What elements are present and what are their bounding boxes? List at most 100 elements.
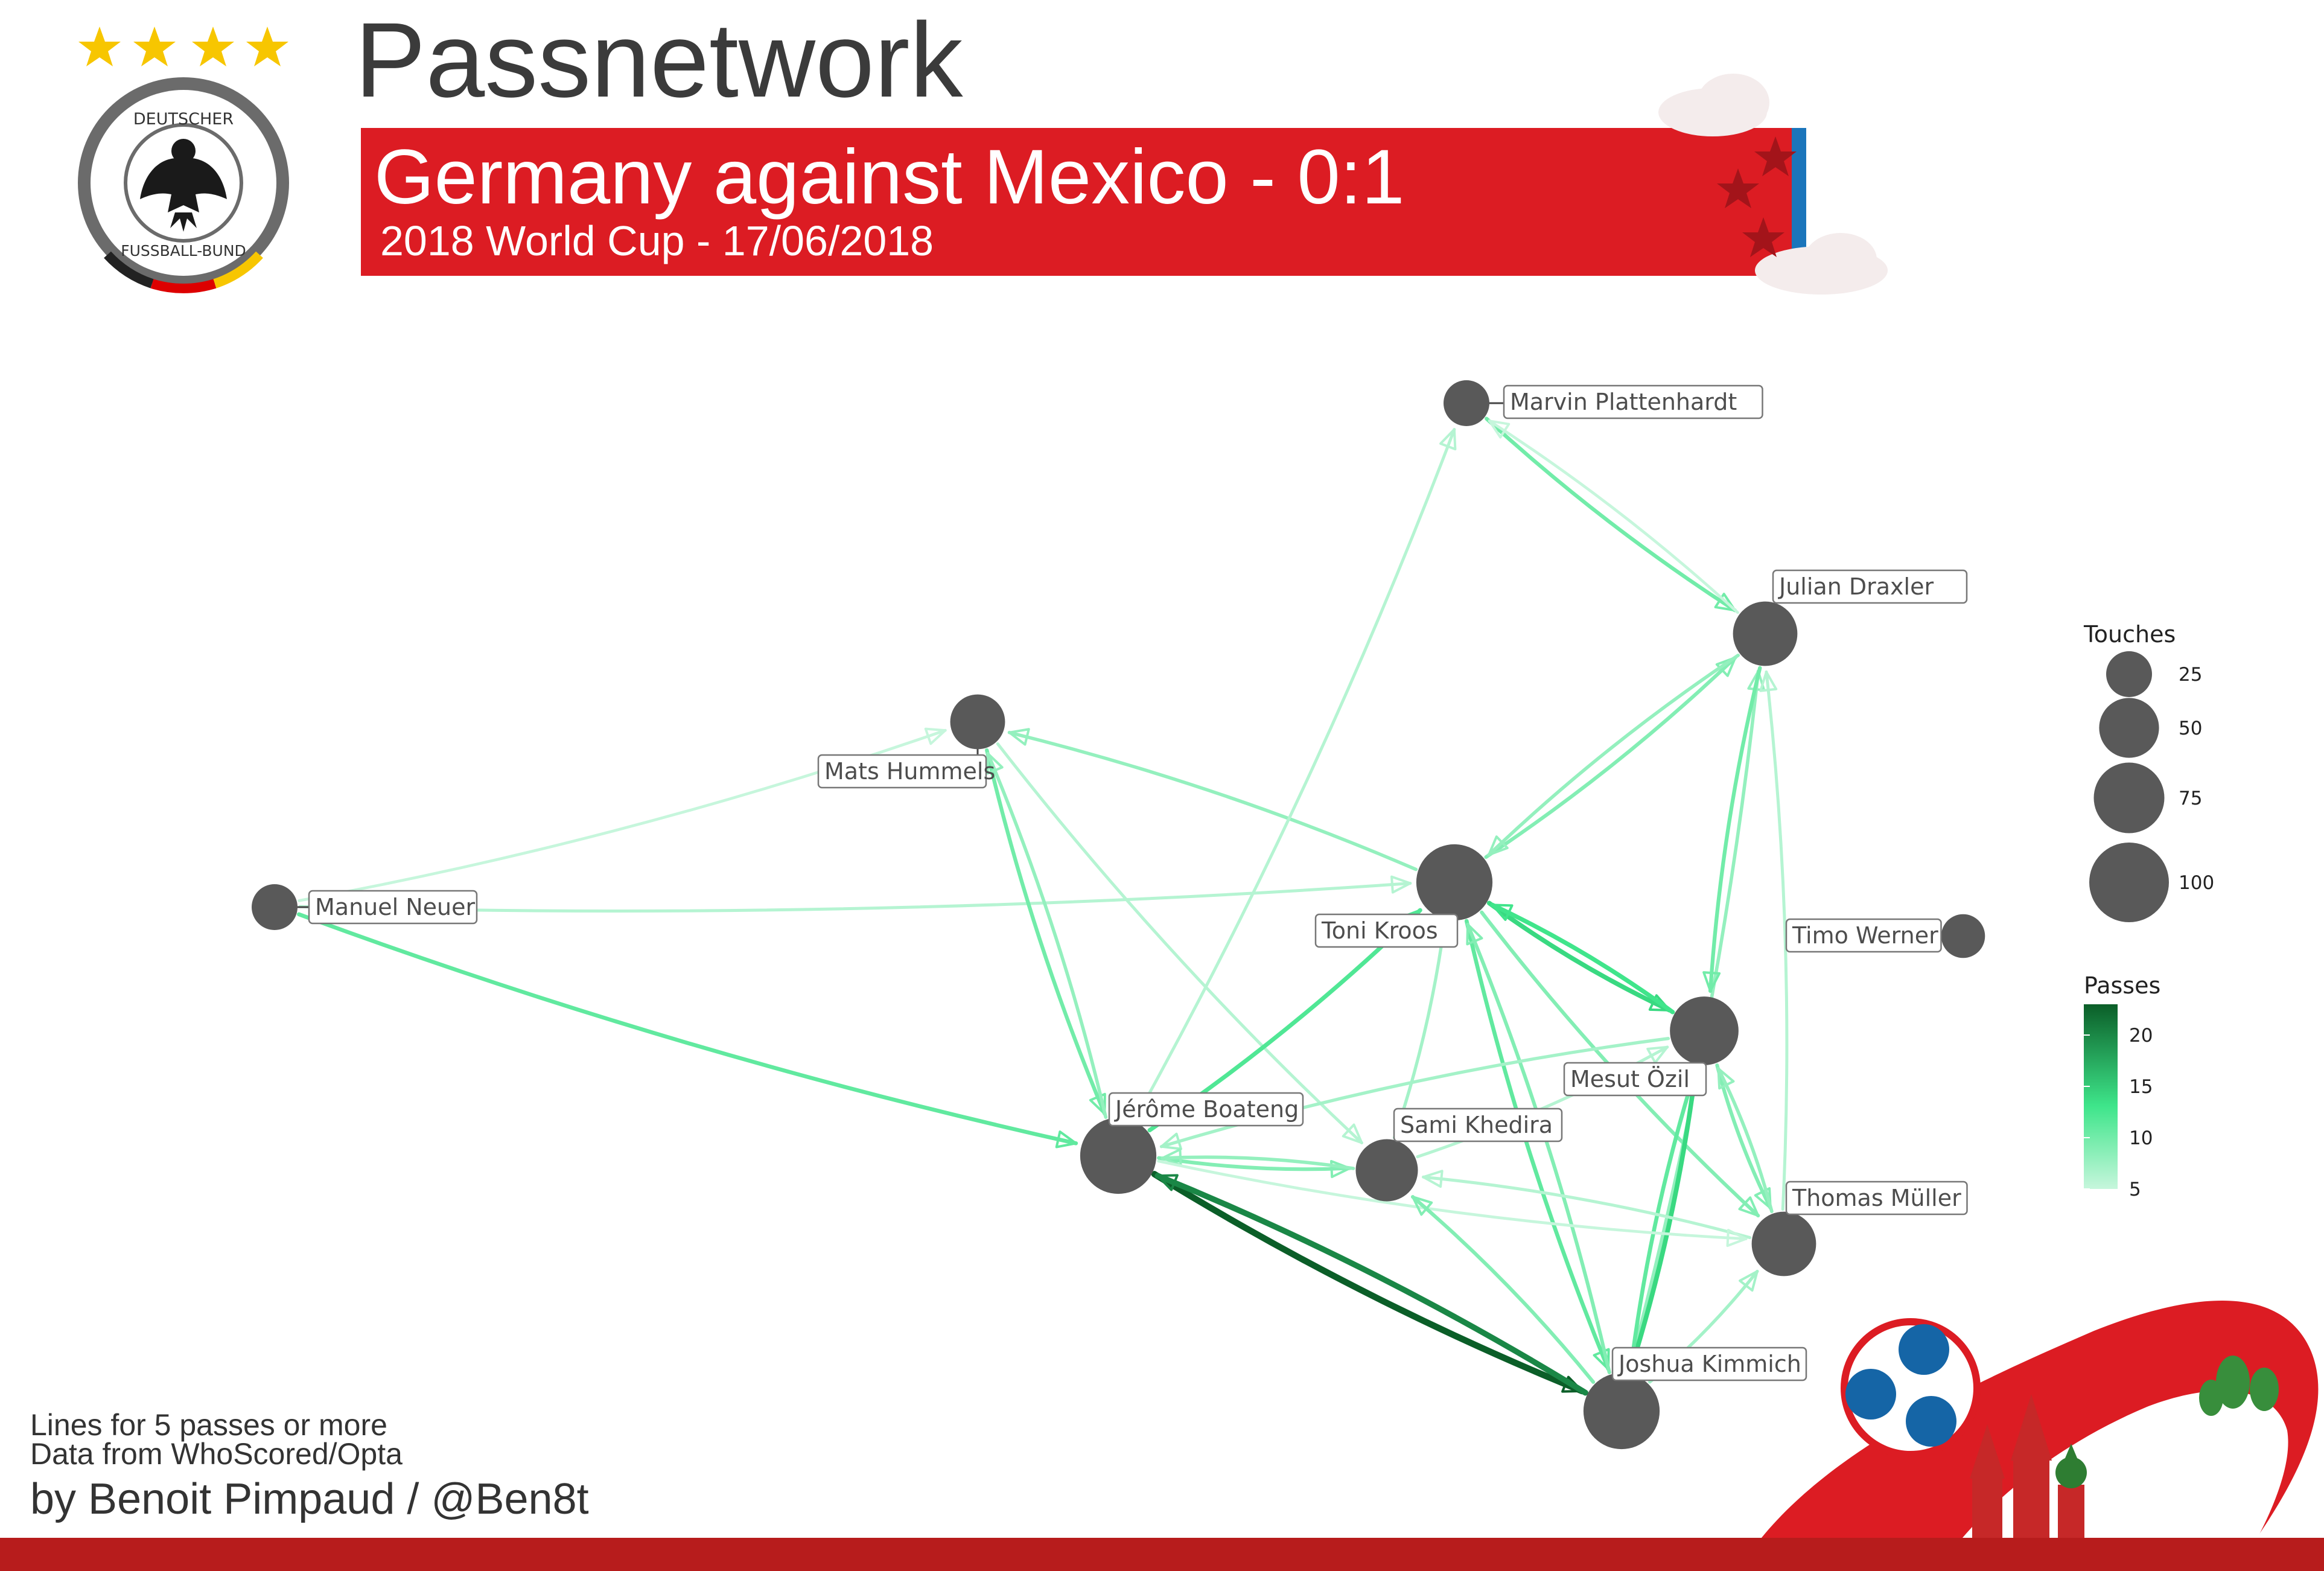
player-node-khedira: Sami Khedira (1355, 1107, 1563, 1202)
arrowhead-icon (1754, 1187, 1772, 1209)
player-label: Julian Draxler (1778, 573, 1934, 600)
arrowhead-icon (1715, 656, 1737, 677)
arrowhead-icon (1726, 1229, 1748, 1248)
player-marker (1583, 1372, 1660, 1450)
arrowhead-icon (1488, 835, 1509, 856)
pass-edge-neuer-boateng (296, 912, 1078, 1149)
arrowhead-icon (1439, 428, 1457, 451)
tree-icon (2199, 1356, 2279, 1416)
player-label-box (1563, 1062, 1707, 1097)
player-marker (252, 884, 298, 930)
pass-edge-khedira-kroos (1393, 923, 1451, 1139)
pass-edge-muller-khedira (1422, 1170, 1752, 1240)
player-label: Joshua Kimmich (1617, 1351, 1801, 1377)
footnote-source: Data from WhoScored/Opta (30, 1437, 403, 1471)
badge-bottom-text: FUSSBALL-BUND (121, 242, 246, 260)
pass-edge-muller-draxler (1759, 670, 1789, 1211)
player-node-muller: Thomas Müller (1751, 1181, 1968, 1276)
player-marker (1444, 380, 1489, 426)
arrowhead-icon (1089, 1092, 1106, 1115)
title-banner: Germany against Mexico - 0:1 2018 World … (361, 128, 1806, 276)
dfb-logo: DEUTSCHER FUSSBALL-BUND (78, 27, 289, 293)
pass-edge-boateng-plattenhardt (1133, 428, 1457, 1121)
byline: by Benoit Pimpaud / @Ben8t (30, 1475, 589, 1523)
star-icon (192, 27, 234, 66)
star-icon (133, 27, 176, 66)
touches-legend-marker (2099, 698, 2159, 758)
touches-legend-label: 100 (2179, 872, 2214, 894)
arrowhead-icon (1160, 1132, 1182, 1150)
arrowhead-icon (1342, 1123, 1363, 1144)
pass-edge-ozil-kimmich (1624, 1065, 1699, 1370)
player-marker (1733, 601, 1798, 666)
arrowhead-icon (1161, 1148, 1182, 1167)
touches-legend-label: 25 (2179, 664, 2202, 686)
arrowhead-icon (1702, 971, 1721, 992)
player-label-box (308, 890, 478, 925)
player-marker (1670, 996, 1739, 1065)
player-node-werner: Timo Werner (1785, 914, 1985, 958)
player-label: Mats Hummels (824, 758, 995, 785)
player-label: Thomas Müller (1792, 1185, 1961, 1211)
passes-colorbar (2084, 1004, 2118, 1189)
touches-legend-label: 50 (2179, 718, 2202, 739)
pass-edges (296, 416, 1789, 1396)
arrowhead-icon (1759, 671, 1778, 692)
player-node-boateng: Jérôme Boateng (1080, 1092, 1304, 1194)
player-label: Marvin Plattenhardt (1510, 389, 1737, 415)
player-label: Mesut Özil (1570, 1066, 1690, 1092)
pass-edge-kroos-kimmich (1464, 919, 1611, 1371)
pass-edge-draxler-ozil (1702, 666, 1762, 993)
world-cup-decoration (1738, 1300, 2319, 1571)
pass-edge-kimmich-khedira (1410, 1195, 1596, 1384)
arrowhead-icon (1422, 1170, 1444, 1188)
player-node-hummels: Mats Hummels (817, 694, 1005, 789)
touches-legend: Touches 25 50 75 100 (2083, 621, 2214, 922)
arrowhead-icon (1491, 903, 1514, 921)
touches-legend-marker (2106, 651, 2152, 697)
cloud-decoration (1658, 74, 1888, 295)
player-node-plattenhardt: Marvin Plattenhardt (1444, 380, 1763, 426)
arrowhead-icon (1008, 728, 1030, 746)
arrowhead-icon (1330, 1160, 1351, 1178)
player-node-kimmich: Joshua Kimmich (1583, 1346, 1807, 1450)
star-decoration (1717, 136, 1797, 257)
page-title: Passnetwork (355, 1, 963, 119)
footnote-lines: Lines for 5 passes or more (30, 1408, 387, 1442)
player-node-kroos: Toni Kroos (1314, 844, 1493, 948)
arrowhead-icon (1390, 875, 1412, 894)
pass-edge-muller-ozil (1716, 1066, 1774, 1214)
pass-edge-boateng-hummels (986, 751, 1108, 1119)
arrowhead-icon (1714, 593, 1736, 612)
match-subline: 2018 World Cup - 17/06/2018 (380, 217, 934, 264)
player-label-box (1503, 384, 1763, 419)
bottom-bar (0, 1538, 2324, 1571)
player-node-ozil: Mesut Özil (1563, 996, 1739, 1097)
player-marker (1355, 1139, 1418, 1202)
arrowhead-icon (1488, 419, 1511, 439)
arrowhead-icon (1646, 1045, 1669, 1064)
player-label-box (1785, 918, 1942, 953)
player-node-neuer: Manuel Neuer (252, 884, 478, 930)
arrowhead-icon (1717, 1067, 1735, 1090)
player-label: Sami Khedira (1400, 1112, 1553, 1138)
star-icon (78, 27, 121, 66)
arrowhead-icon (1738, 1196, 1760, 1217)
passes-legend-tick: 15 (2129, 1076, 2153, 1098)
arrowhead-icon (1593, 1348, 1610, 1371)
pass-edge-hummels-boateng (985, 748, 1107, 1116)
arrowhead-icon (1411, 1196, 1433, 1216)
touches-legend-marker (2093, 762, 2165, 833)
touches-legend-marker (2089, 843, 2169, 922)
pass-edge-kroos-draxler (1484, 655, 1737, 859)
pass-edge-ozil-kroos (1490, 902, 1675, 1015)
touches-legend-label: 75 (2179, 788, 2202, 809)
player-label-box (1108, 1092, 1304, 1127)
pass-edge-boateng-muller (1157, 1159, 1748, 1248)
player-marker (1751, 1211, 1816, 1276)
player-label: Jérôme Boateng (1114, 1096, 1299, 1123)
player-marker (1941, 914, 1985, 958)
pass-edge-plattenhardt-draxler (1485, 416, 1737, 613)
pass-edge-boateng-kimmich (1151, 1171, 1586, 1395)
